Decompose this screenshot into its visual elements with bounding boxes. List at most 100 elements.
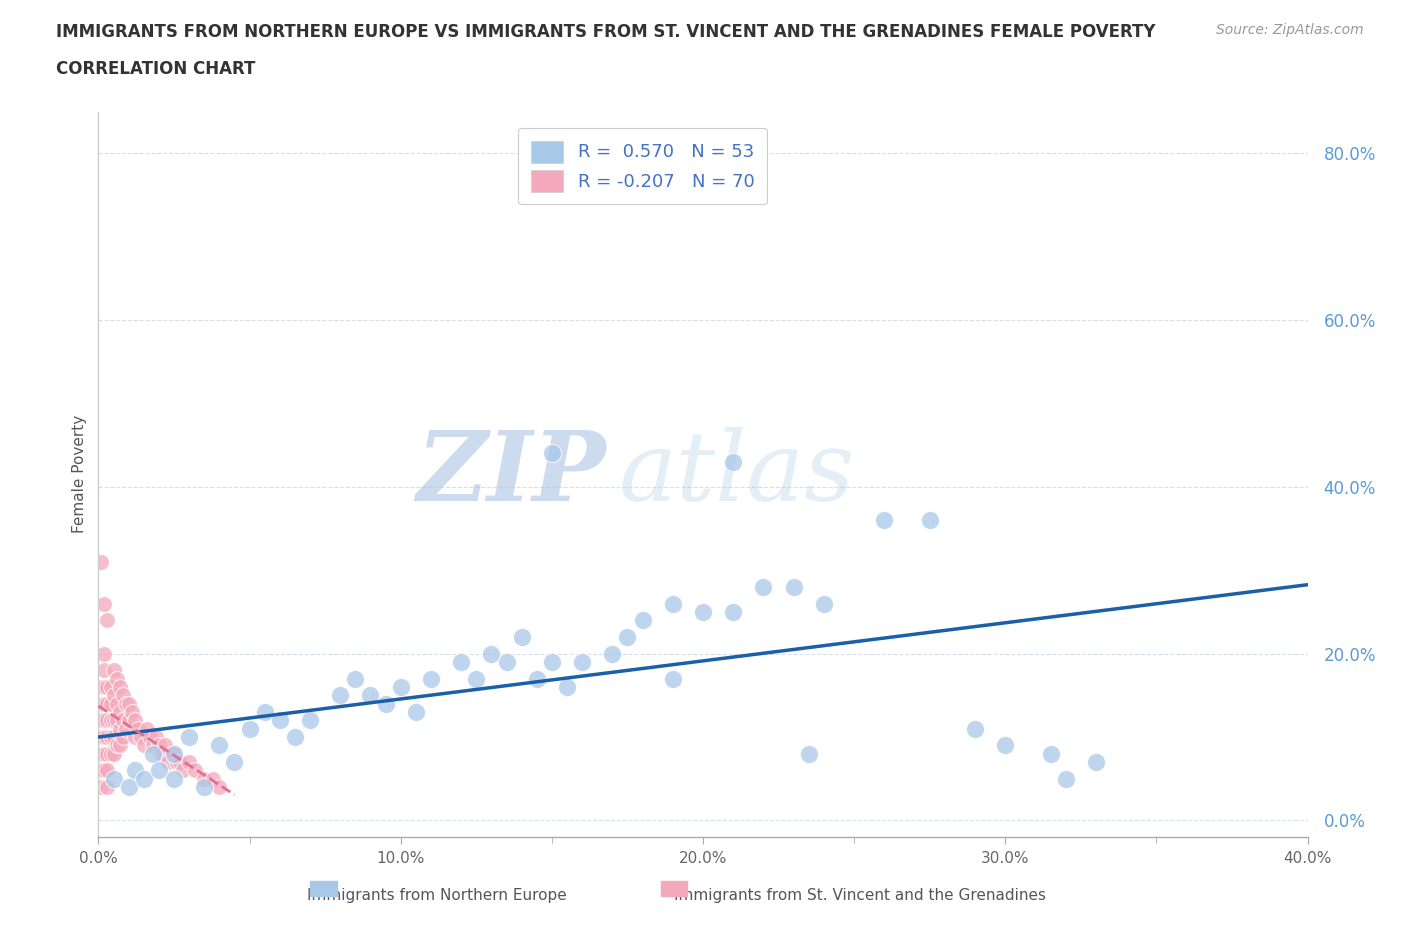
Text: CORRELATION CHART: CORRELATION CHART <box>56 60 256 78</box>
Point <box>389 680 412 695</box>
Point <box>103 688 125 703</box>
Point <box>90 680 112 695</box>
Point <box>114 721 136 736</box>
Point <box>114 697 136 711</box>
Point <box>253 705 276 720</box>
Point <box>118 779 141 794</box>
Point <box>148 763 170 777</box>
Point <box>299 712 322 727</box>
Point <box>142 746 165 761</box>
Point <box>103 712 125 727</box>
Point <box>965 721 987 736</box>
Point <box>93 712 115 727</box>
Point <box>631 613 654 628</box>
Point <box>360 688 382 703</box>
Point <box>616 630 638 644</box>
Point <box>111 729 134 744</box>
Point <box>723 455 745 470</box>
Point <box>450 655 472 670</box>
Point <box>193 771 215 786</box>
Point <box>108 721 131 736</box>
Point <box>93 680 115 695</box>
Point <box>239 721 262 736</box>
Point <box>111 688 134 703</box>
Point <box>797 746 820 761</box>
Point <box>172 763 194 777</box>
Point <box>540 446 562 461</box>
Point <box>103 746 125 761</box>
Text: atlas: atlas <box>619 427 855 522</box>
Point <box>90 746 112 761</box>
Point <box>1039 746 1062 761</box>
Point <box>105 712 128 727</box>
Point <box>93 746 115 761</box>
Point <box>145 729 167 744</box>
Point <box>139 729 162 744</box>
Point <box>405 705 427 720</box>
Point <box>1054 771 1077 786</box>
Point <box>93 663 115 678</box>
Point <box>105 737 128 752</box>
Point <box>510 630 533 644</box>
Point <box>344 671 367 686</box>
Point <box>156 754 179 769</box>
Point <box>108 737 131 752</box>
Point <box>540 655 562 670</box>
Point <box>602 646 624 661</box>
Point <box>108 680 131 695</box>
Point <box>163 771 186 786</box>
Point <box>93 596 115 611</box>
Text: Immigrants from Northern Europe: Immigrants from Northern Europe <box>307 888 567 903</box>
Point <box>111 712 134 727</box>
Point <box>571 655 593 670</box>
Point <box>96 613 118 628</box>
Point <box>994 737 1017 752</box>
Point <box>96 763 118 777</box>
Point <box>555 680 578 695</box>
Point <box>100 746 122 761</box>
Point <box>224 754 246 769</box>
Point <box>148 737 170 752</box>
Point <box>495 655 517 670</box>
Point <box>118 697 141 711</box>
Point <box>124 729 146 744</box>
FancyBboxPatch shape <box>311 881 336 897</box>
Point <box>93 646 115 661</box>
Text: ZIP: ZIP <box>416 427 606 522</box>
Point <box>150 746 173 761</box>
Point <box>96 746 118 761</box>
Point <box>100 729 122 744</box>
Point <box>105 697 128 711</box>
Point <box>105 671 128 686</box>
Y-axis label: Female Poverty: Female Poverty <box>72 415 87 534</box>
Point <box>465 671 488 686</box>
Point <box>96 697 118 711</box>
Point <box>90 554 112 569</box>
Point <box>193 779 215 794</box>
Point <box>179 729 201 744</box>
Point <box>100 712 122 727</box>
Point <box>96 712 118 727</box>
Point <box>100 697 122 711</box>
Point <box>1085 754 1108 769</box>
Point <box>124 763 146 777</box>
Point <box>284 729 307 744</box>
Point <box>90 763 112 777</box>
Point <box>184 763 207 777</box>
Point <box>179 754 201 769</box>
Point <box>129 729 152 744</box>
Point <box>121 705 143 720</box>
Point <box>118 712 141 727</box>
Point <box>166 754 188 769</box>
Point <box>93 763 115 777</box>
Point <box>127 721 149 736</box>
Point <box>873 512 896 527</box>
FancyBboxPatch shape <box>661 881 688 897</box>
Point <box>93 729 115 744</box>
Point <box>202 771 225 786</box>
Point <box>163 746 186 761</box>
Point <box>692 604 714 619</box>
Point <box>163 746 186 761</box>
Point <box>103 663 125 678</box>
Point <box>96 680 118 695</box>
